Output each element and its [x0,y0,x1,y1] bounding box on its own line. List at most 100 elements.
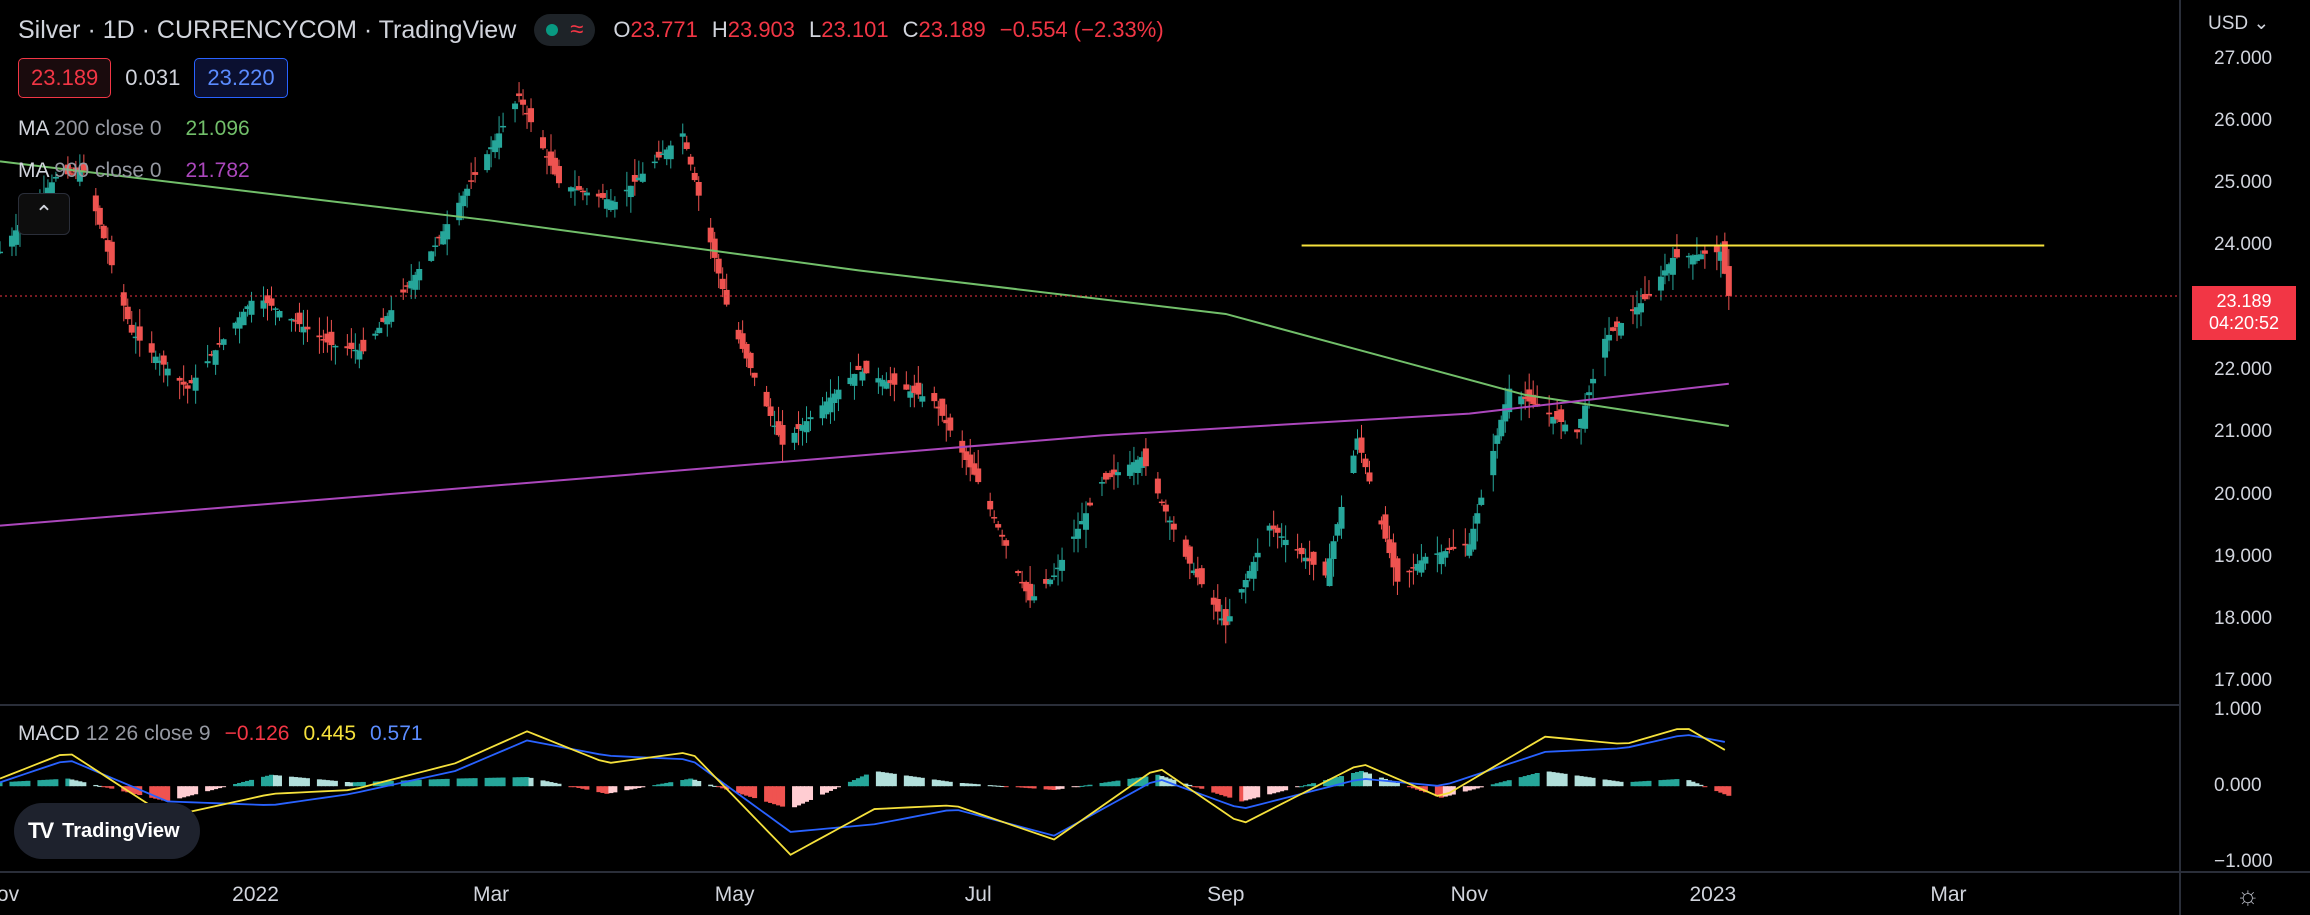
macd-histogram-bar [1283,786,1289,791]
macd-histogram-bar [823,786,829,793]
macd-signal-value: 0.571 [370,722,423,745]
currency-selector[interactable]: USD ⌄ [2208,13,2270,34]
candle-body [1725,266,1732,296]
macd-histogram-bar [1554,772,1560,787]
symbol-title[interactable]: Silver · 1D · CURRENCYCOM · TradingView [18,15,517,44]
macd-histogram-bar [1474,786,1480,789]
candle-body [376,327,383,334]
candle-body [412,274,419,290]
candle-body [152,356,159,364]
macd-histogram-bar [460,778,466,787]
candle-body [432,245,439,247]
candle-body [1490,450,1497,476]
candle-body [1326,558,1333,587]
candle-body [288,318,295,321]
macd-histogram-bar [1578,776,1584,787]
candle-body [1721,241,1728,274]
macd-histogram-bar [209,786,215,791]
candle-body [907,391,914,398]
macd-histogram-bar [680,780,686,787]
high-value: 23.903 [727,17,796,42]
buy-price-button[interactable]: 23.220 [194,58,288,98]
ma200-legend[interactable]: MA 200 close 0 21.096 [18,117,250,140]
candle-body [344,346,351,349]
price-tick-label: 21.000 [2214,421,2273,443]
macd-histogram-bar [1718,786,1724,793]
candle-body [1689,255,1696,265]
candle-body [571,188,578,191]
candle-body [164,368,171,376]
candle-body [1546,412,1553,415]
macd-histogram-bar [624,786,630,791]
tradingview-logo[interactable]: TV TradingView [14,803,200,859]
macd-histogram-bar [288,776,294,787]
collapse-legend-button[interactable]: ⌃ [18,193,70,235]
candle-body [304,326,311,330]
macd-histogram-bar [304,778,310,787]
candle-body [555,166,562,184]
candle-body [711,238,718,258]
candle-body [1322,561,1329,576]
candle-body [1047,579,1054,585]
macd-histogram-bar [1462,786,1468,792]
macd-histogram-bar [556,783,562,787]
candle-body [735,329,742,340]
macd-histogram-bar [688,778,694,787]
candle-body [819,405,826,419]
market-status[interactable]: ≈ [534,14,596,46]
macd-histogram-bar [1327,779,1333,787]
candle-body [356,350,363,360]
open-value: 23.771 [630,17,698,42]
macd-legend[interactable]: MACD 12 26 close 9 −0.126 0.445 0.571 [18,722,423,745]
macd-histogram-bar [991,785,997,787]
macd-histogram-bar [1562,773,1568,787]
macd-histogram-bar [907,776,913,787]
macd-histogram-bar [1227,786,1233,798]
macd-histogram-bar [572,786,578,788]
candle-body [512,103,519,110]
macd-histogram-bar [1239,786,1245,802]
macd-histogram-bar [879,772,885,787]
macd-line [0,728,1726,856]
candle-body [623,189,630,192]
candle-body [1386,539,1393,554]
candle-body [1214,598,1221,612]
sell-price-button[interactable]: 23.189 [18,58,112,98]
macd-histogram-bar [1498,782,1504,787]
candle-body [1474,513,1481,524]
candle-body [248,300,255,315]
macd-histogram-bar [328,780,334,787]
candle-body [472,172,479,175]
last-price-tag: 23.189 04:20:52 [2192,286,2296,340]
macd-histogram-bar [720,786,726,789]
candle-body [583,192,590,196]
candle-body [1530,394,1537,405]
macd-histogram-bar [748,786,754,797]
price-tick-label: 19.000 [2214,545,2273,567]
macd-histogram-bar [1618,781,1624,787]
candle-body [400,289,407,293]
macd-histogram-bar [37,780,43,787]
macd-histogram-bar [1299,786,1305,788]
candle-body [931,393,938,402]
candle-body [1282,539,1289,546]
macd-histogram-bar [664,782,670,787]
candle-body [132,336,139,339]
macd-histogram-bar [1518,777,1524,787]
macd-histogram-bar [276,775,282,787]
price-tick-label: 22.000 [2214,359,2273,380]
macd-histogram-bar [296,777,302,787]
settings-gear-icon[interactable]: ☼ [2236,880,2260,910]
macd-histogram-bar [1199,786,1205,789]
macd-histogram-bar [772,786,778,805]
macd-histogram-bar [740,786,746,795]
macd-histogram-bar [1243,786,1249,801]
macd-histogram-bar [65,778,71,787]
candle-body [1023,581,1030,592]
ma900-legend[interactable]: MA 900 close 0 21.782 [18,159,250,182]
chevron-up-icon: ⌃ [34,201,54,226]
candle-body [1614,321,1621,327]
macd-histogram-bar [1351,772,1357,787]
macd-histogram-bar [97,785,103,787]
